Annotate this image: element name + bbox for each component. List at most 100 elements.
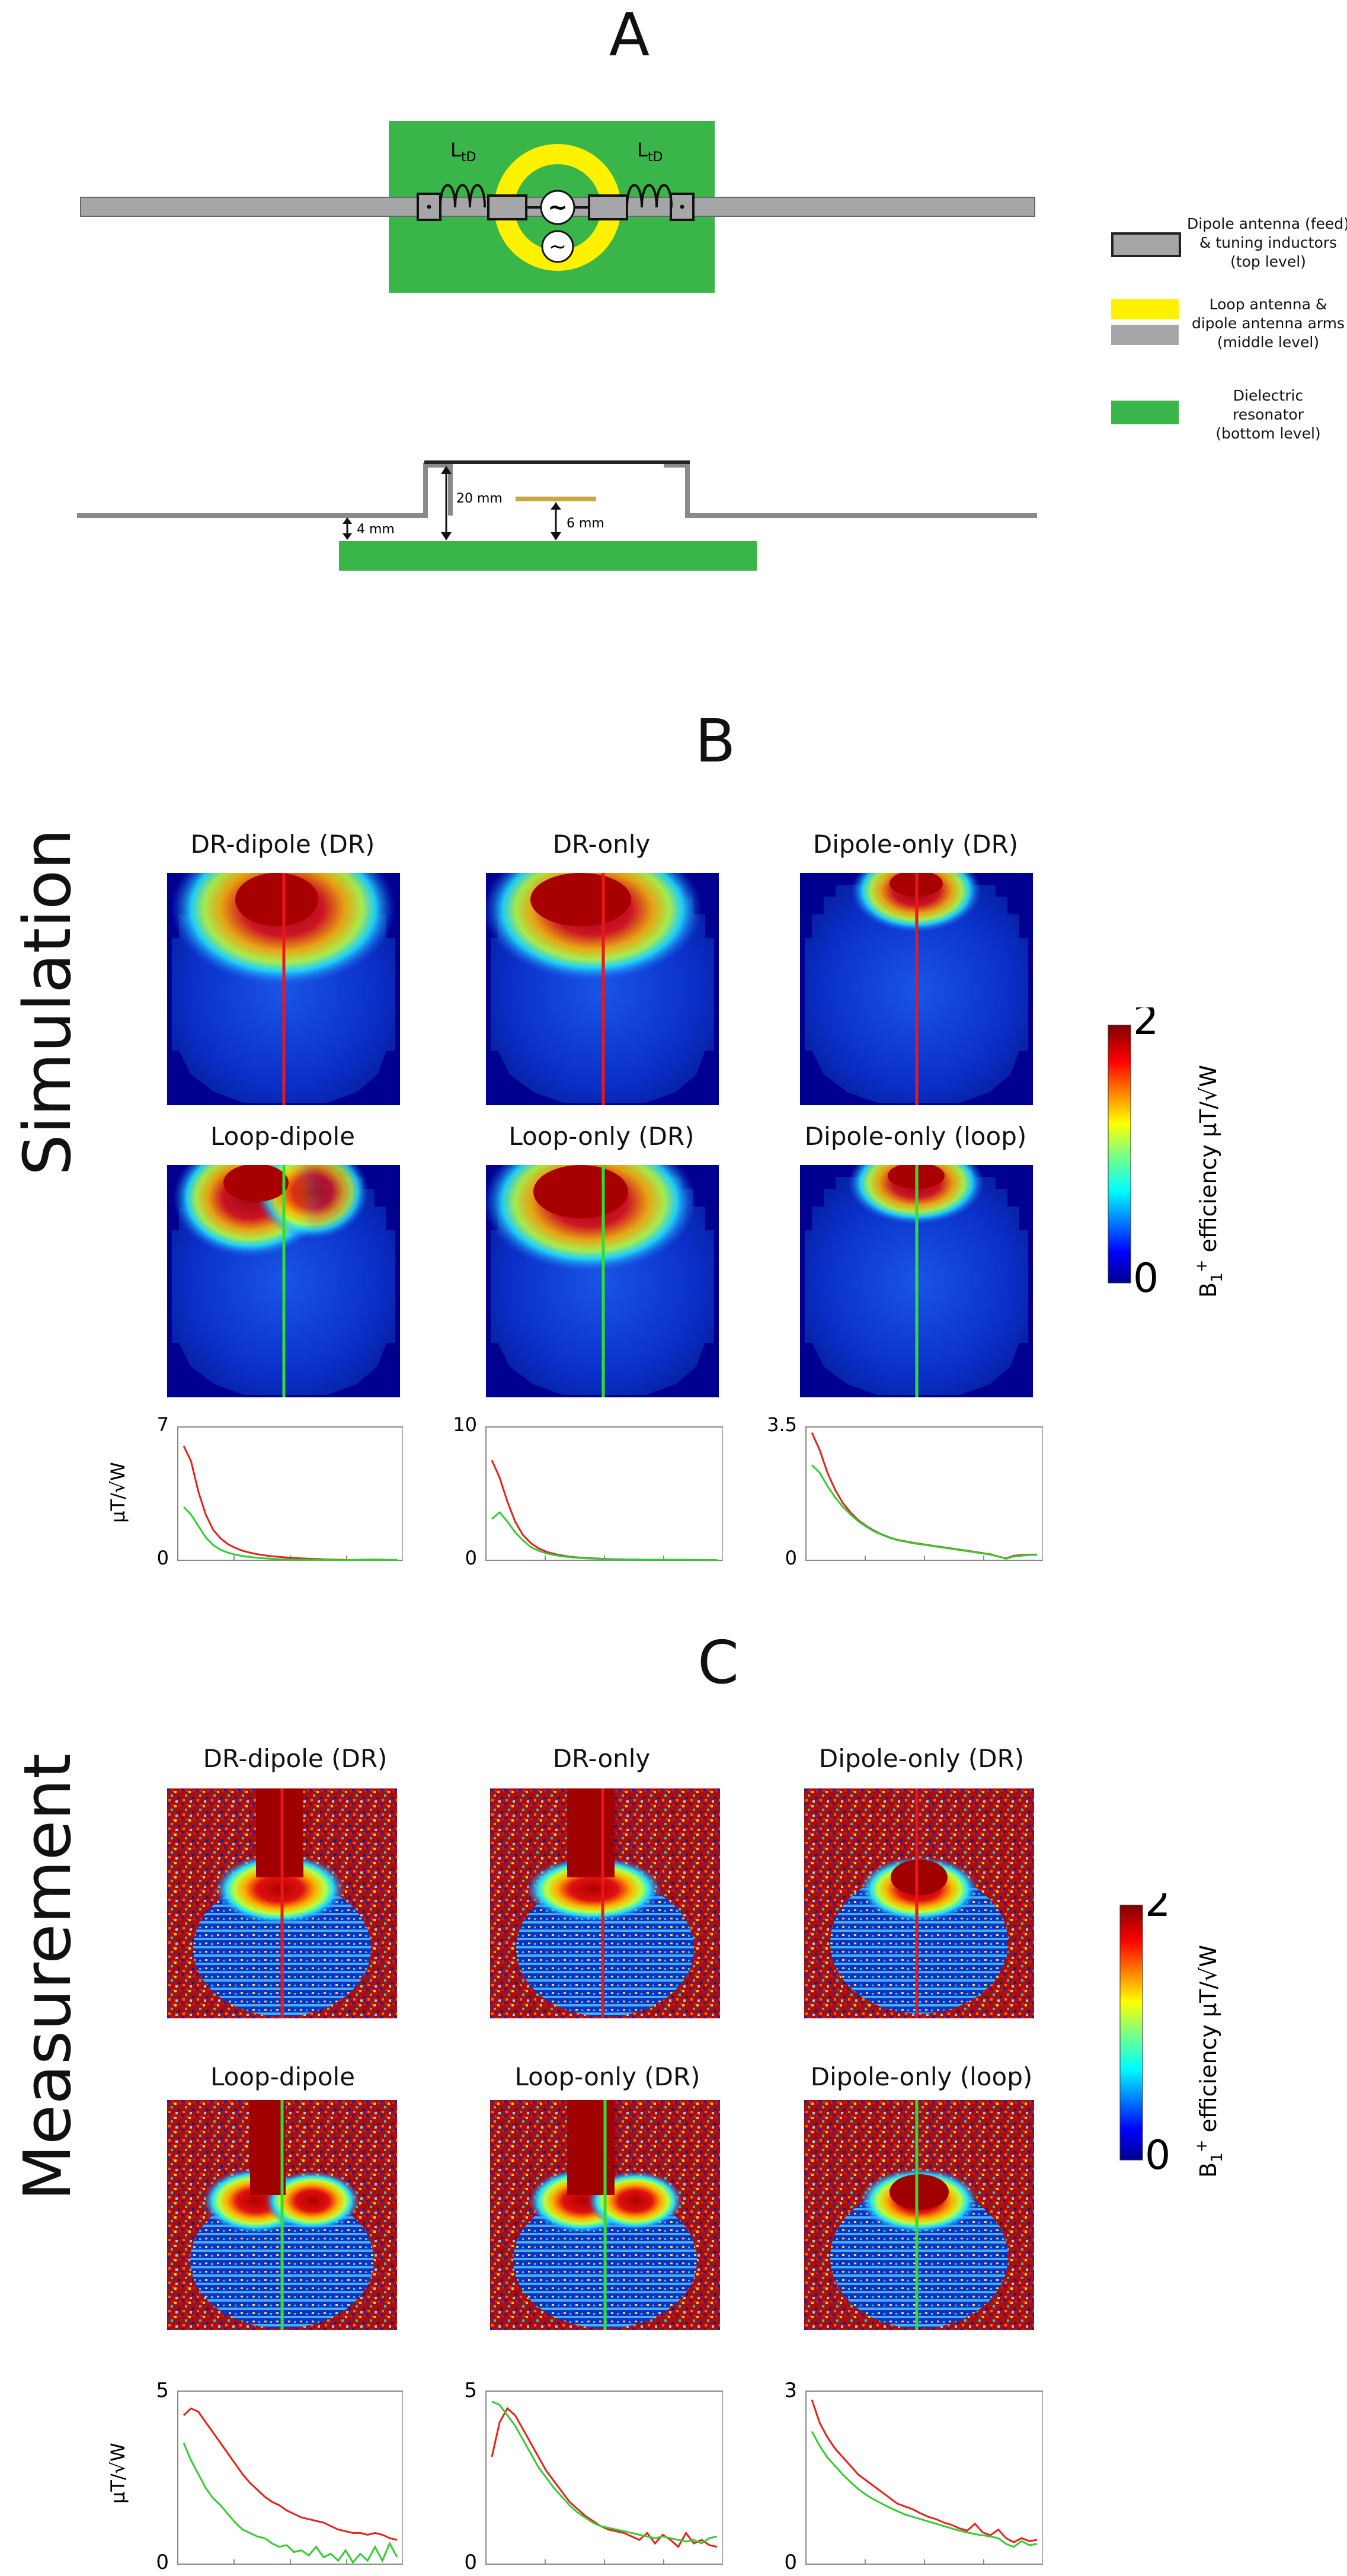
meas-map-dipole-only-loop <box>804 2100 1034 2330</box>
chart-5-ymax: 5 <box>464 2379 477 2402</box>
side-dipole-left <box>77 463 453 518</box>
meas-title-dr-only: DR-only <box>552 1744 651 1773</box>
chart-frame <box>177 1426 403 1561</box>
series-line-dr <box>491 1460 717 1561</box>
chart-6-ymin: 0 <box>784 2551 797 2574</box>
meas-map-dr-only <box>490 1788 720 2018</box>
inductor-right <box>626 184 673 208</box>
panel-a-letter: A <box>609 0 650 69</box>
meas-title-loop-dipole: Loop-dipole <box>210 2062 356 2091</box>
sim-map-dr-dipole <box>167 873 400 1105</box>
meas-map-dipole-only-dr <box>804 1788 1034 2018</box>
dim-6-label: 6 mm <box>567 516 604 531</box>
side-dielectric <box>339 541 757 571</box>
panel-c-letter: C <box>698 1628 739 1697</box>
sim-profile-chart-2: 10 0 <box>453 1416 723 1569</box>
sim-title-loop-dipole: Loop-dipole <box>210 1122 356 1151</box>
legend-text-dipole: Dipole antenna (feed) & tuning inductors… <box>1187 215 1347 270</box>
chart-frame <box>177 2391 403 2565</box>
sim-title-dipole-only-dr: Dipole-only (DR) <box>812 830 1019 859</box>
dim-4-label: 4 mm <box>357 522 395 537</box>
meas-map-loop-only-dr <box>490 2100 720 2330</box>
meas-title-loop-only-dr: Loop-only (DR) <box>514 2062 700 2091</box>
meas-title-dipole-only-loop: Dipole-only (loop) <box>810 2062 1033 2091</box>
sim-map-dr-only <box>486 873 719 1105</box>
meas-colorbar-max: 2 <box>1145 1893 1170 1926</box>
chart-frame <box>485 2391 723 2565</box>
series-line-dr <box>183 1445 397 1561</box>
chart-4-ymax: 5 <box>156 2379 169 2402</box>
sim-colorbar-min: 0 <box>1133 1255 1159 1302</box>
series-line-dr <box>183 2407 398 2541</box>
sim-map-dipole-only-loop <box>800 1165 1033 1397</box>
loop-source-symbol: ~ <box>549 235 567 259</box>
meas-profile-chart-1: 5 0 μT/√W <box>107 2379 403 2574</box>
legend-text-loop: Loop antenna & dipole antenna arms (midd… <box>1191 296 1345 351</box>
sim-map-dipole-only-dr <box>800 873 1033 1105</box>
legend-swatch-arms <box>1111 325 1179 345</box>
sim-title-loop-only-dr: Loop-only (DR) <box>508 1122 695 1151</box>
legend-text-dielectric: Dielectric resonator (bottom level) <box>1215 387 1321 442</box>
legend-swatch-loop <box>1111 299 1179 319</box>
dim-4-arrows <box>343 517 352 540</box>
dipole-source <box>540 190 575 225</box>
loop-source <box>541 230 574 263</box>
feed-point-right <box>680 204 684 209</box>
side-loop <box>516 497 596 501</box>
inductor-label-right: LtD <box>637 139 663 165</box>
dipole-feed-inner-left <box>487 194 527 220</box>
sim-profile-chart-1: 7 0 μT/√W <box>107 1416 403 1569</box>
sim-colorbar-max: 2 <box>1133 1007 1159 1044</box>
series-line-loop <box>491 1511 717 1561</box>
chart-frame <box>805 1426 1043 1561</box>
sim-profile-chart-3: 3.5 0 <box>767 1416 1043 1569</box>
sim-title-dipole-only-loop: Dipole-only (loop) <box>804 1122 1027 1151</box>
meas-colorbar-min: 0 <box>1145 2132 1170 2179</box>
series-line-dr <box>811 2399 1038 2543</box>
series-line-loop <box>811 1464 1037 1560</box>
chart-1-ymax: 7 <box>157 1416 169 1436</box>
chart-4-ymin: 0 <box>156 2551 169 2574</box>
side-dipole-right <box>664 463 1037 518</box>
chart-5-ymin: 0 <box>464 2551 477 2574</box>
meas-map-loop-dipole <box>167 2100 397 2330</box>
meas-title-dipole-only-dr: Dipole-only (DR) <box>818 1744 1025 1773</box>
series-line-loop <box>183 2443 398 2564</box>
meas-colorbar-label: B1+ efficiency μT/√W <box>1193 1945 1226 2178</box>
chart-1-ymin: 0 <box>157 1547 169 1569</box>
chart-6-ymax: 3 <box>784 2379 797 2402</box>
series-line-loop <box>491 2401 718 2545</box>
chart-3-ymin: 0 <box>785 1547 797 1569</box>
inductor-left <box>439 184 486 208</box>
dim-20-label: 20 mm <box>456 491 503 506</box>
chart-2-ymin: 0 <box>465 1547 477 1569</box>
sim-title-dr-dipole: DR-dipole (DR) <box>190 830 375 859</box>
chart-3-ymax: 3.5 <box>767 1416 797 1436</box>
chart-1-ylabel: μT/√W <box>107 1462 129 1523</box>
panel-b-letter: B <box>695 706 736 776</box>
dipole-feed-inner-right <box>588 194 628 220</box>
meas-colorbar: 2 0 B1+ efficiency μT/√W <box>1119 1893 1226 2179</box>
sim-map-loop-dipole <box>167 1165 400 1397</box>
series-line-dr <box>811 1432 1037 1560</box>
dim-6-arrows <box>551 503 561 540</box>
simulation-title: Simulation <box>9 828 85 1176</box>
sim-colorbar: 2 0 B1+ efficiency μT/√W <box>1108 1007 1226 1302</box>
legend-swatch-dipole <box>1111 232 1181 257</box>
chart-4-ylabel: μT/√W <box>107 2443 129 2504</box>
series-line-loop <box>183 1506 397 1561</box>
measurement-title: Measurement <box>9 1753 85 2201</box>
series-line-loop <box>811 2431 1038 2548</box>
meas-map-dr-dipole <box>167 1788 397 2018</box>
legend-swatch-dielectric <box>1111 401 1179 424</box>
dipole-source-symbol: ~ <box>548 194 568 221</box>
sim-map-loop-only-dr <box>486 1165 719 1397</box>
antenna-schematic: ~ ~ LtD LtD 20 mm 6 mm 4 mm <box>77 121 1037 571</box>
meas-profile-chart-3: 3 0 <box>784 2379 1043 2574</box>
dim-20-arrows <box>441 466 452 540</box>
sim-title-dr-only: DR-only <box>552 830 651 859</box>
chart-2-ymax: 10 <box>453 1416 477 1436</box>
meas-profile-chart-2: 5 0 <box>464 2379 723 2574</box>
inductor-label-left: LtD <box>450 139 476 165</box>
meas-title-dr-dipole: DR-dipole (DR) <box>203 1744 388 1773</box>
